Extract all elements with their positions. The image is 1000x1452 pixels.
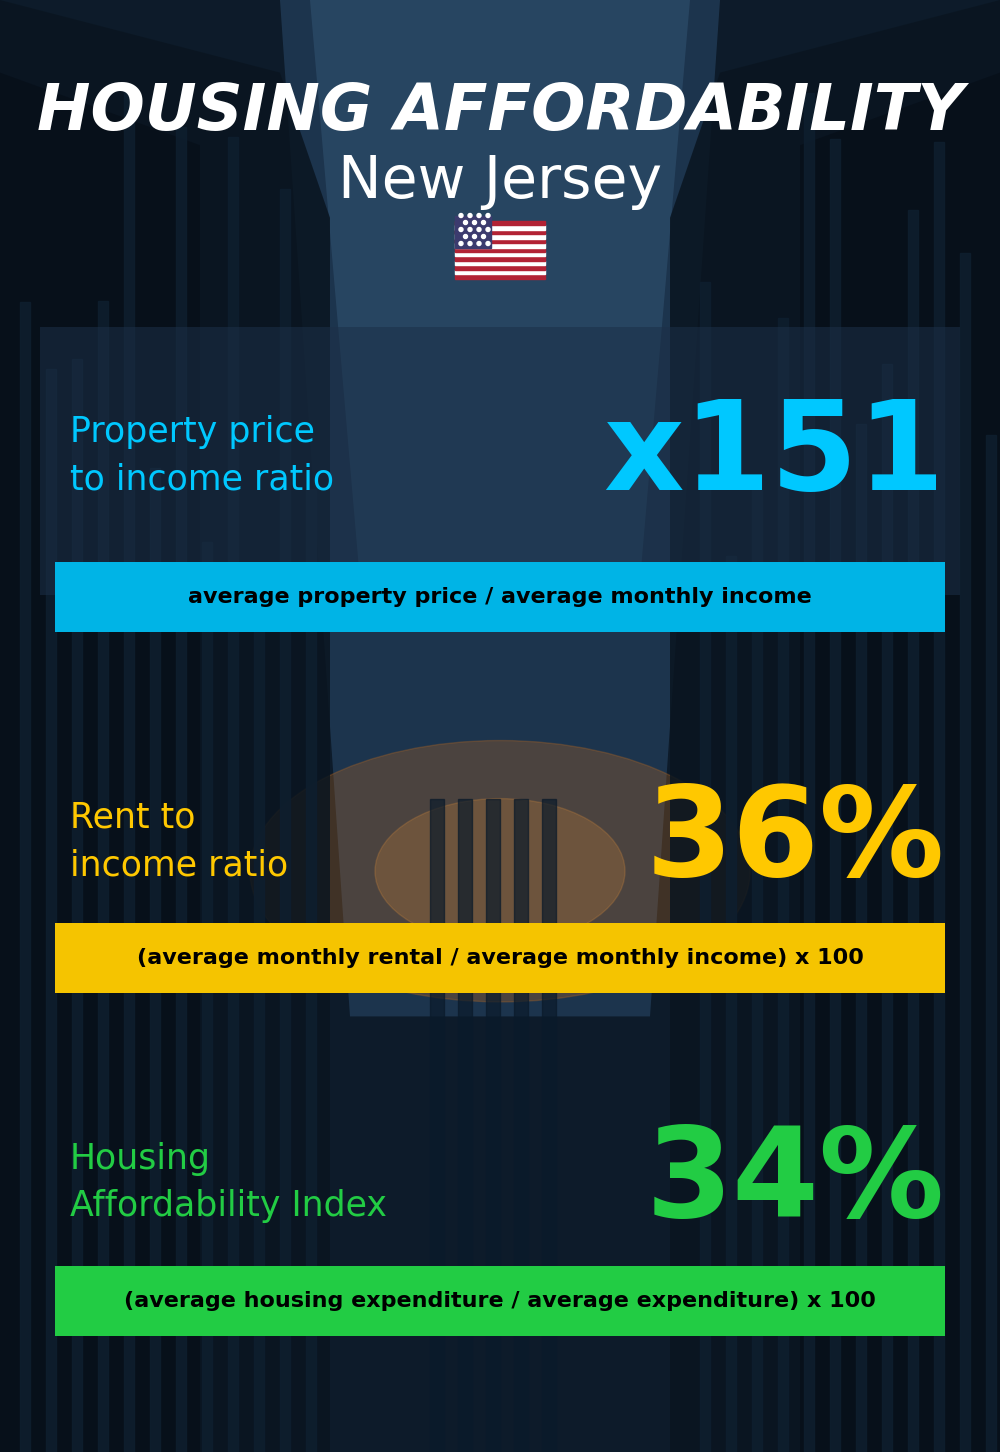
Circle shape <box>468 213 472 218</box>
Bar <box>455 247 545 253</box>
Bar <box>72 359 82 1452</box>
Bar <box>908 211 918 1452</box>
Bar <box>455 238 545 242</box>
Bar <box>752 475 762 1452</box>
Circle shape <box>482 221 486 225</box>
Bar <box>726 556 736 1452</box>
Bar <box>455 253 545 257</box>
Bar <box>455 216 491 247</box>
Bar <box>934 142 944 1452</box>
Circle shape <box>473 221 477 225</box>
Bar <box>455 257 545 261</box>
Bar <box>455 234 545 238</box>
Bar <box>228 136 238 1452</box>
Bar <box>455 225 545 229</box>
Bar <box>514 799 528 1452</box>
Bar <box>458 799 472 1452</box>
Bar <box>55 1266 945 1336</box>
Text: average property price / average monthly income: average property price / average monthly… <box>188 587 812 607</box>
Polygon shape <box>310 0 690 581</box>
Bar <box>700 282 710 1452</box>
Text: 34%: 34% <box>646 1122 945 1243</box>
Bar <box>856 424 866 1452</box>
Circle shape <box>459 241 463 245</box>
Bar <box>176 126 186 1452</box>
Bar <box>455 266 545 270</box>
Bar <box>124 90 134 1452</box>
Bar <box>960 254 970 1452</box>
Bar <box>306 489 316 1452</box>
Circle shape <box>459 213 463 218</box>
Text: x151: x151 <box>603 395 945 515</box>
Circle shape <box>477 228 481 231</box>
Bar <box>280 189 290 1452</box>
Circle shape <box>468 241 472 245</box>
Ellipse shape <box>375 799 625 944</box>
Circle shape <box>477 213 481 218</box>
Text: (average housing expenditure / average expenditure) x 100: (average housing expenditure / average e… <box>124 1291 876 1311</box>
Bar <box>804 93 814 1452</box>
Circle shape <box>473 235 477 238</box>
Polygon shape <box>0 73 200 1452</box>
Bar <box>55 562 945 632</box>
Bar <box>830 138 840 1452</box>
Circle shape <box>486 228 490 231</box>
Text: (average monthly rental / average monthly income) x 100: (average monthly rental / average monthl… <box>137 948 863 968</box>
Bar <box>455 242 545 247</box>
Circle shape <box>459 228 463 231</box>
Bar <box>202 542 212 1452</box>
Circle shape <box>486 241 490 245</box>
Circle shape <box>464 235 468 238</box>
Text: Rent to
income ratio: Rent to income ratio <box>70 800 288 881</box>
Bar <box>882 364 892 1452</box>
Circle shape <box>477 241 481 245</box>
Bar <box>150 468 160 1452</box>
Polygon shape <box>280 0 720 1016</box>
Bar <box>455 274 545 279</box>
Bar <box>20 302 30 1452</box>
Bar <box>455 221 545 225</box>
Text: Housing
Affordability Index: Housing Affordability Index <box>70 1141 387 1223</box>
Bar <box>986 436 996 1452</box>
Bar <box>430 799 444 1452</box>
Ellipse shape <box>250 741 750 1002</box>
Circle shape <box>486 213 490 218</box>
Text: HOUSING AFFORDABILITY: HOUSING AFFORDABILITY <box>37 81 963 142</box>
Text: New Jersey: New Jersey <box>338 152 662 211</box>
Text: 36%: 36% <box>646 781 945 902</box>
Bar <box>778 318 788 1452</box>
Bar <box>542 799 556 1452</box>
Circle shape <box>482 235 486 238</box>
Bar <box>98 301 108 1452</box>
Polygon shape <box>800 73 1000 1452</box>
Bar <box>455 261 545 266</box>
Bar <box>55 923 945 993</box>
Bar <box>455 229 545 234</box>
Polygon shape <box>0 0 330 1452</box>
Bar <box>254 575 264 1452</box>
Bar <box>455 270 545 274</box>
Bar <box>486 799 500 1452</box>
Bar <box>40 327 960 595</box>
Polygon shape <box>670 0 1000 1452</box>
Circle shape <box>464 221 468 225</box>
Bar <box>46 369 56 1452</box>
Circle shape <box>468 228 472 231</box>
Text: Property price
to income ratio: Property price to income ratio <box>70 415 334 497</box>
